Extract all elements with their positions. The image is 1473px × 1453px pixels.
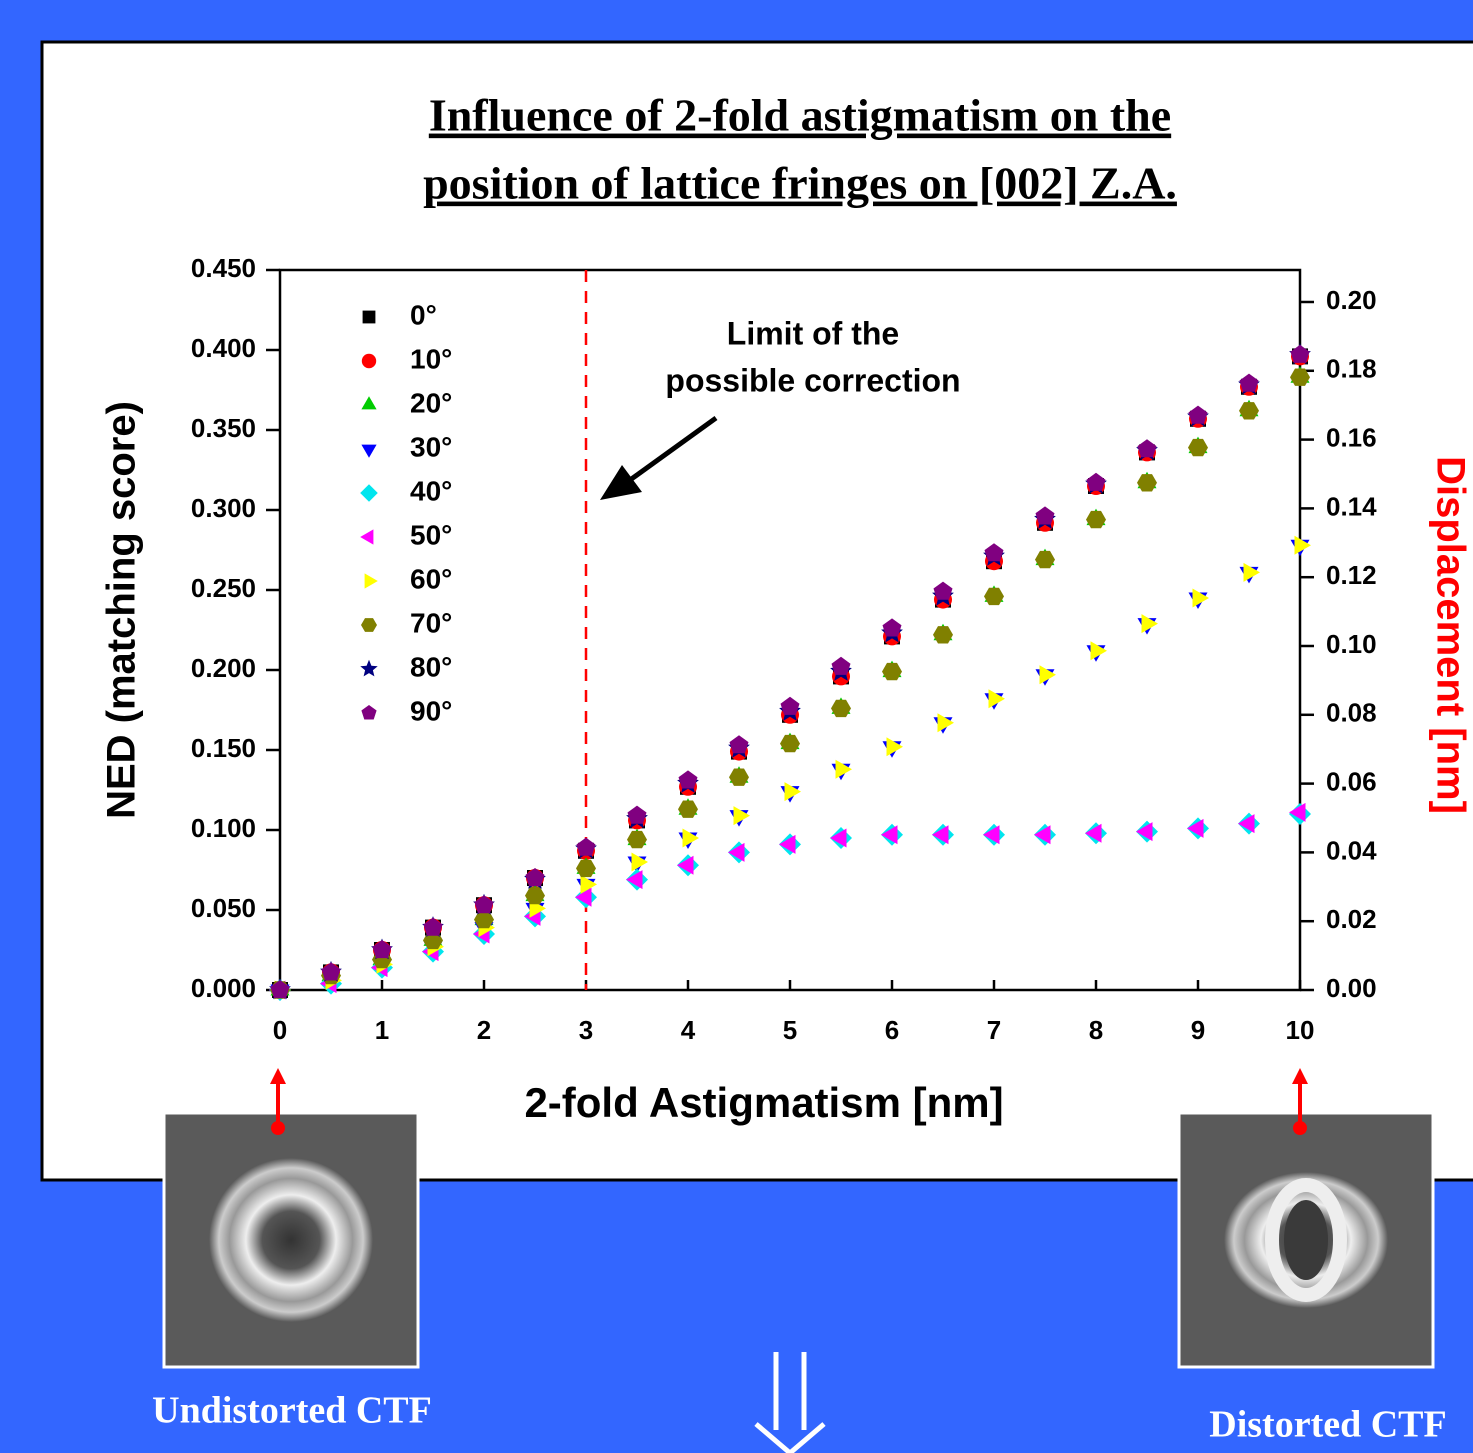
y-tick-label: 0.050 xyxy=(191,893,256,923)
y2-tick-label: 0.16 xyxy=(1326,422,1377,452)
x-tick-label: 5 xyxy=(783,1015,797,1045)
legend-label: 30° xyxy=(410,431,452,462)
x-tick-label: 1 xyxy=(375,1015,389,1045)
left-caption: Undistorted CTF xyxy=(152,1390,432,1432)
legend-label: 10° xyxy=(410,343,452,374)
x-tick-label: 4 xyxy=(681,1015,696,1045)
y-tick-label: 0.150 xyxy=(191,733,256,763)
y-tick-label: 0.100 xyxy=(191,813,256,843)
legend-marker xyxy=(363,311,376,324)
y2-tick-label: 0.14 xyxy=(1326,491,1377,521)
y-tick-label: 0.200 xyxy=(191,653,256,683)
down-arrow xyxy=(756,1352,824,1453)
y2-tick-label: 0.10 xyxy=(1326,629,1377,659)
y2-tick-label: 0.00 xyxy=(1326,973,1377,1003)
y2-tick-label: 0.02 xyxy=(1326,904,1377,934)
y-tick-label: 0.400 xyxy=(191,333,256,363)
panel xyxy=(42,42,1473,1180)
y2-tick-label: 0.12 xyxy=(1326,560,1377,590)
legend-label: 60° xyxy=(410,563,452,594)
chart-title: Influence of 2-fold astigmatism on the xyxy=(429,90,1171,141)
annotation: possible correction xyxy=(665,362,960,398)
right-ctf xyxy=(1179,1113,1433,1367)
y-tick-label: 0.350 xyxy=(191,413,256,443)
y-axis-label: NED (matching score) xyxy=(100,401,144,819)
x-tick-label: 8 xyxy=(1089,1015,1103,1045)
x-tick-label: 0 xyxy=(273,1015,287,1045)
x-tick-label: 9 xyxy=(1191,1015,1205,1045)
annotation: Limit of the xyxy=(727,315,899,351)
y-tick-label: 0.450 xyxy=(191,253,256,283)
y2-tick-label: 0.18 xyxy=(1326,354,1377,384)
legend-label: 0° xyxy=(410,299,437,330)
y-tick-label: 0.300 xyxy=(191,493,256,523)
x-tick-label: 10 xyxy=(1286,1015,1315,1045)
x-tick-label: 2 xyxy=(477,1015,491,1045)
x-axis-label: 2-fold Astigmatism [nm] xyxy=(524,1079,1003,1126)
legend-label: 50° xyxy=(410,519,452,550)
slide: Influence of 2-fold astigmatism on the po… xyxy=(0,0,1473,1453)
legend-label: 80° xyxy=(410,651,452,682)
page: {"chart_data":{"type":"scatter", "title"… xyxy=(0,0,1473,1453)
chart-title: position of lattice fringes on [002] Z.A… xyxy=(423,158,1177,209)
right-caption: Distorted CTF xyxy=(1209,1404,1446,1446)
y2-axis-label: Displacement [nm] xyxy=(1428,456,1472,814)
legend-marker xyxy=(362,354,376,368)
x-tick-label: 3 xyxy=(579,1015,593,1045)
left-ctf xyxy=(164,1113,418,1367)
y2-tick-label: 0.20 xyxy=(1326,285,1377,315)
legend-label: 70° xyxy=(410,607,452,638)
y-tick-label: 0.250 xyxy=(191,573,256,603)
y2-tick-label: 0.06 xyxy=(1326,766,1377,796)
legend-label: 20° xyxy=(410,387,452,418)
y-tick-label: 0.000 xyxy=(191,973,256,1003)
legend-label: 40° xyxy=(410,475,452,506)
x-tick-label: 7 xyxy=(987,1015,1001,1045)
y2-tick-label: 0.08 xyxy=(1326,698,1377,728)
y2-tick-label: 0.04 xyxy=(1326,835,1377,865)
x-tick-label: 6 xyxy=(885,1015,899,1045)
legend-label: 90° xyxy=(410,695,452,726)
